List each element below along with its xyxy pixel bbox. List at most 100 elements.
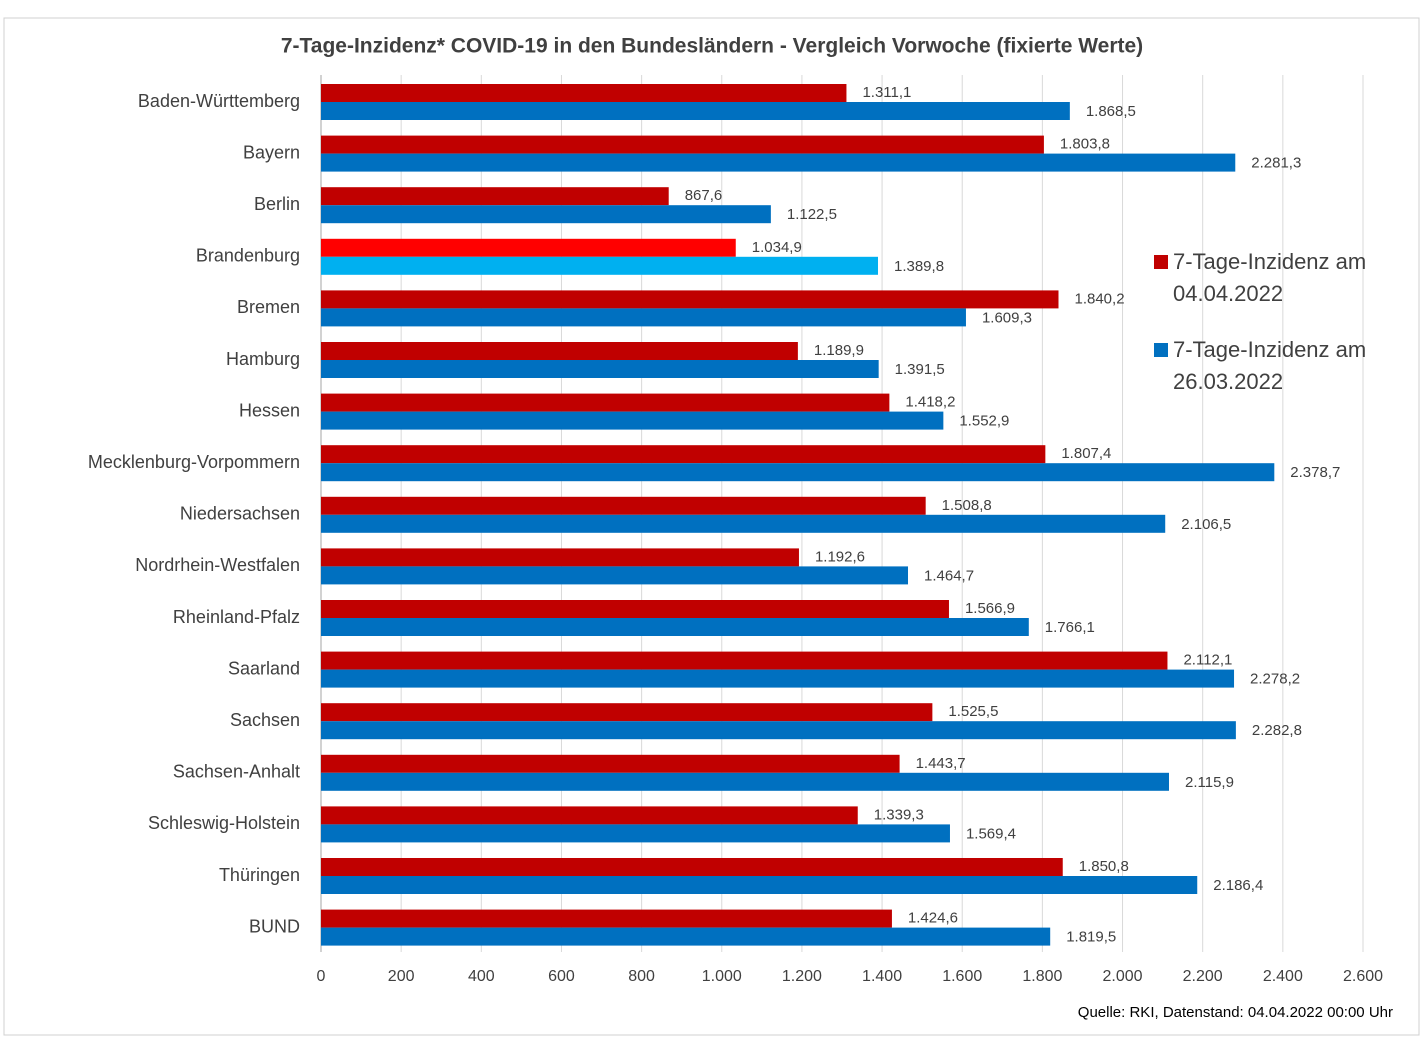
bar — [321, 256, 878, 275]
category-label: Baden-Württemberg — [138, 91, 300, 111]
value-label: 1.034,9 — [752, 239, 802, 256]
x-tick-label: 800 — [628, 968, 655, 985]
value-label: 2.282,8 — [1252, 722, 1302, 739]
value-label: 1.192,6 — [815, 548, 865, 565]
value-label: 1.807,4 — [1061, 445, 1111, 462]
bar — [321, 135, 1044, 154]
value-label: 2.281,3 — [1251, 155, 1301, 172]
bar — [321, 308, 966, 327]
value-label: 1.464,7 — [924, 567, 974, 584]
x-tick-label: 1.800 — [1022, 968, 1062, 985]
value-label: 1.766,1 — [1045, 619, 1095, 636]
bar — [321, 824, 950, 843]
value-label: 1.443,7 — [916, 755, 966, 772]
value-label: 1.868,5 — [1086, 103, 1136, 120]
legend: 7-Tage-Inzidenz am 04.04.2022 7-Tage-Inzi… — [1154, 246, 1394, 422]
x-tick-label: 400 — [468, 968, 495, 985]
value-label: 1.569,4 — [966, 825, 1016, 842]
bar — [321, 669, 1235, 688]
bar — [321, 876, 1198, 894]
x-tick-label: 1.200 — [782, 968, 822, 985]
bar — [321, 102, 1070, 120]
value-label: 2.186,4 — [1213, 877, 1263, 894]
bar — [321, 290, 1059, 309]
value-label: 2.112,1 — [1183, 652, 1232, 669]
category-label: Rheinland-Pfalz — [173, 607, 300, 627]
bar — [321, 566, 909, 585]
x-tick-label: 0 — [317, 968, 326, 985]
legend-swatch — [1154, 343, 1168, 357]
value-label: 1.508,8 — [942, 497, 992, 514]
category-label: Mecklenburg-Vorpommern — [88, 452, 300, 472]
legend-swatch — [1154, 255, 1168, 269]
x-tick-label: 200 — [388, 968, 415, 985]
bar — [321, 600, 949, 618]
legend-item: 7-Tage-Inzidenz am 26.03.2022 — [1154, 334, 1388, 398]
category-label: Bayern — [243, 142, 300, 162]
legend-label: 7-Tage-Inzidenz am 26.03.2022 — [1173, 337, 1367, 394]
legend-item: 7-Tage-Inzidenz am 04.04.2022 — [1154, 246, 1388, 310]
bar — [321, 806, 858, 825]
category-label: Sachsen-Anhalt — [173, 762, 300, 782]
value-label: 1.552,9 — [959, 413, 1009, 430]
bar — [321, 393, 890, 412]
bar — [321, 411, 944, 430]
x-tick-label: 600 — [548, 968, 575, 985]
x-tick-label: 2.400 — [1263, 968, 1303, 985]
value-label: 1.424,6 — [908, 910, 958, 927]
bar — [321, 153, 1236, 172]
x-tick-label: 1.400 — [862, 968, 902, 985]
value-label: 1.850,8 — [1079, 858, 1129, 875]
category-label: Thüringen — [219, 865, 300, 885]
bar — [321, 205, 771, 224]
bar — [321, 772, 1169, 791]
bar — [321, 360, 879, 378]
x-tick-label: 1.000 — [702, 968, 742, 985]
bar — [321, 84, 847, 102]
category-label: Hessen — [239, 400, 300, 420]
category-label: Berlin — [254, 194, 300, 214]
bar — [321, 342, 798, 360]
value-label: 2.378,7 — [1290, 464, 1340, 481]
value-label: 1.389,8 — [894, 258, 944, 275]
value-label: 1.418,2 — [905, 394, 955, 411]
category-label: Hamburg — [226, 349, 300, 369]
value-label: 1.840,2 — [1074, 290, 1124, 307]
value-label: 2.115,9 — [1185, 774, 1234, 791]
value-label: 1.609,3 — [982, 309, 1032, 326]
bar — [321, 187, 669, 206]
bar — [321, 514, 1166, 533]
category-label: Nordrhein-Westfalen — [135, 555, 300, 575]
category-label: Niedersachsen — [180, 504, 300, 524]
value-label: 2.278,2 — [1250, 671, 1300, 688]
value-label: 1.525,5 — [948, 703, 998, 720]
category-label: Saarland — [228, 658, 300, 678]
value-label: 2.106,5 — [1181, 516, 1231, 533]
category-label: Sachsen — [230, 710, 300, 730]
bar — [321, 754, 900, 773]
bar — [321, 721, 1236, 740]
value-label: 1.391,5 — [895, 361, 945, 378]
x-tick-label: 2.600 — [1343, 968, 1383, 985]
value-label: 1.566,9 — [965, 600, 1015, 617]
legend-label: 7-Tage-Inzidenz am 04.04.2022 — [1173, 249, 1367, 306]
bar — [321, 548, 799, 567]
category-label: BUND — [249, 916, 300, 936]
value-label: 1.311,1 — [862, 84, 911, 101]
bar — [321, 463, 1275, 482]
source-note: Quelle: RKI, Datenstand: 04.04.2022 00:0… — [1078, 1004, 1393, 1021]
value-label: 1.122,5 — [787, 206, 837, 223]
bar — [321, 496, 926, 515]
value-label: 1.819,5 — [1066, 929, 1116, 946]
x-tick-label: 2.000 — [1103, 968, 1143, 985]
bar — [321, 909, 892, 928]
value-label: 1.803,8 — [1060, 136, 1110, 153]
value-label: 867,6 — [685, 187, 723, 204]
value-label: 1.339,3 — [874, 806, 924, 823]
category-label: Bremen — [237, 297, 300, 317]
bar — [321, 651, 1168, 670]
bar — [321, 858, 1063, 876]
bar — [321, 618, 1029, 636]
bar — [321, 238, 736, 257]
